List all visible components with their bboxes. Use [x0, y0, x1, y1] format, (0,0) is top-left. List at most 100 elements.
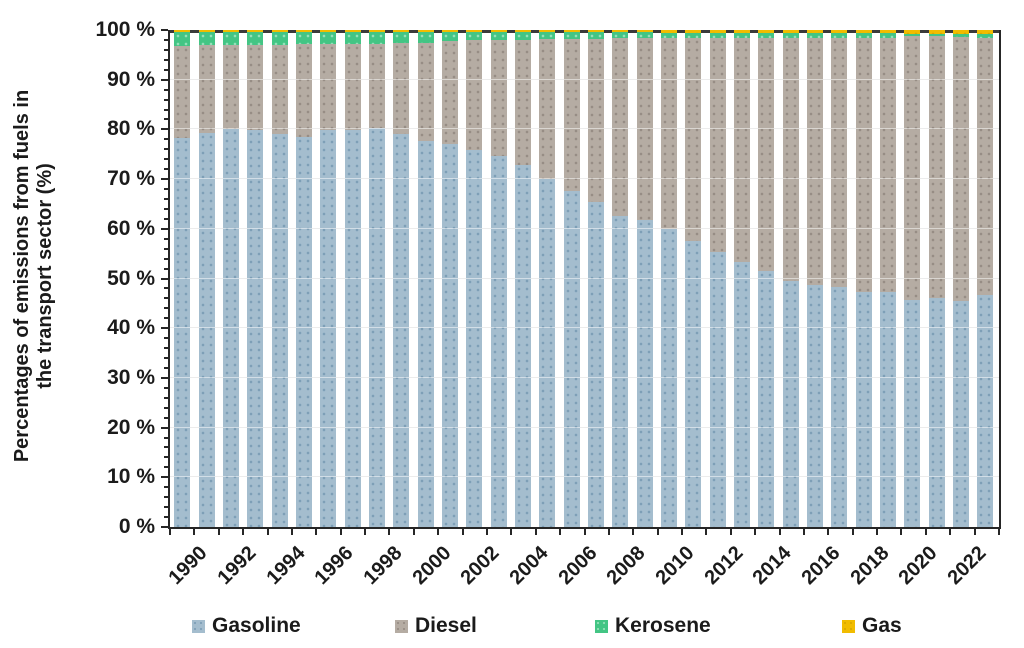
bar-2008-kerosene-segment	[612, 32, 629, 39]
y-tick	[164, 496, 168, 499]
gridline-overlay	[170, 128, 999, 130]
bar-1994-gas-segment	[271, 30, 288, 32]
y-tick	[164, 88, 168, 91]
x-tick	[851, 529, 854, 535]
bar-1995	[295, 30, 312, 527]
bar-2023-gas-segment	[977, 30, 994, 34]
bar-2016-kerosene-segment	[806, 33, 823, 38]
bar-2016	[806, 30, 823, 527]
y-tick	[164, 237, 168, 240]
y-tick-label: 0 %	[118, 515, 155, 538]
x-tick	[461, 529, 464, 535]
bar-2021	[928, 30, 945, 527]
y-tick-label: 70 %	[107, 167, 155, 191]
bar-2015	[782, 30, 799, 527]
bar-2014-diesel-segment	[758, 37, 775, 272]
gridline-overlay	[170, 178, 999, 180]
y-tick	[164, 506, 168, 509]
bar-2020-diesel-segment	[904, 35, 921, 301]
diesel-swatch-icon	[395, 619, 408, 633]
bar-2007-kerosene-segment	[587, 32, 604, 39]
bar-1990-kerosene-segment	[174, 31, 191, 46]
bar-1992-diesel-segment	[222, 45, 239, 130]
bar-2010	[660, 30, 677, 527]
bar-2015-gas-segment	[782, 30, 799, 33]
y-tick	[164, 48, 168, 51]
bar-2021-diesel-segment	[928, 36, 945, 299]
bar-1997-gasoline-segment	[344, 130, 361, 527]
bar-2011	[685, 30, 702, 527]
x-tick	[656, 529, 659, 535]
x-tick	[534, 529, 537, 535]
y-tick	[161, 376, 168, 379]
x-tick	[607, 529, 610, 535]
y-tick	[161, 277, 168, 280]
bar-2021-gasoline-segment	[928, 298, 945, 527]
bar-1995-gas-segment	[295, 30, 312, 32]
y-tick	[164, 436, 168, 439]
bar-1994-gasoline-segment	[271, 134, 288, 527]
x-tick	[705, 529, 708, 535]
bar-1993-gasoline-segment	[247, 130, 264, 527]
bar-2010-gasoline-segment	[660, 228, 677, 527]
plot-area	[170, 30, 999, 527]
y-tick-label: 30 %	[107, 365, 155, 389]
bar-2023-kerosene-segment	[977, 33, 994, 38]
bar-2016-gasoline-segment	[806, 284, 823, 527]
bar-1992-kerosene-segment	[222, 31, 239, 46]
legend-label: Gas	[862, 614, 902, 637]
bar-1999-gasoline-segment	[393, 134, 410, 527]
bar-2022-kerosene-segment	[952, 33, 969, 38]
y-tick-label: 10 %	[107, 465, 155, 489]
x-tick	[754, 529, 757, 535]
bar-2003-gas-segment	[490, 30, 507, 33]
bar-1992	[222, 30, 239, 527]
y-tick	[164, 197, 168, 200]
bar-2012-gas-segment	[709, 30, 726, 33]
y-tick	[164, 68, 168, 71]
y-tick	[164, 257, 168, 260]
x-tick	[949, 529, 952, 535]
bar-2011-gasoline-segment	[685, 240, 702, 527]
y-tick	[164, 366, 168, 369]
bar-1996-gasoline-segment	[320, 130, 337, 527]
x-tick	[217, 529, 220, 535]
x-tick	[290, 529, 293, 535]
kerosene-swatch-icon	[595, 619, 608, 633]
y-tick	[161, 526, 168, 528]
bar-2004	[514, 30, 531, 527]
y-tick	[161, 178, 168, 181]
x-tick	[266, 529, 269, 535]
bar-1999-gas-segment	[393, 30, 410, 32]
bar-2016-diesel-segment	[806, 37, 823, 285]
x-tick	[681, 529, 684, 535]
bar-2004-diesel-segment	[514, 39, 531, 166]
y-tick	[164, 168, 168, 171]
bar-2008-gas-segment	[612, 30, 629, 33]
bar-1991-diesel-segment	[198, 45, 215, 133]
bar-2015-gasoline-segment	[782, 281, 799, 527]
bar-2002-gasoline-segment	[466, 150, 483, 527]
x-tick	[510, 529, 513, 535]
bar-2007	[587, 30, 604, 527]
bar-2019-diesel-segment	[879, 37, 896, 293]
bar-2000	[417, 30, 434, 527]
x-tick	[315, 529, 318, 535]
bar-2006-gasoline-segment	[563, 191, 580, 527]
x-tick	[632, 529, 635, 535]
bar-2007-diesel-segment	[587, 38, 604, 202]
bar-2002-gas-segment	[466, 30, 483, 33]
bar-2009-gasoline-segment	[636, 219, 653, 527]
bar-2013-kerosene-segment	[733, 32, 750, 38]
bar-2001-kerosene-segment	[441, 32, 458, 41]
bar-1994-kerosene-segment	[271, 31, 288, 45]
x-tick	[437, 529, 440, 535]
y-tick	[164, 386, 168, 389]
x-tick	[339, 529, 342, 535]
y-tick	[164, 486, 168, 489]
x-tick	[924, 529, 927, 535]
bar-2005-diesel-segment	[539, 39, 556, 180]
y-tick-label: 80 %	[107, 117, 155, 141]
bar-2014	[758, 30, 775, 527]
y-tick-label: 40 %	[107, 316, 155, 340]
